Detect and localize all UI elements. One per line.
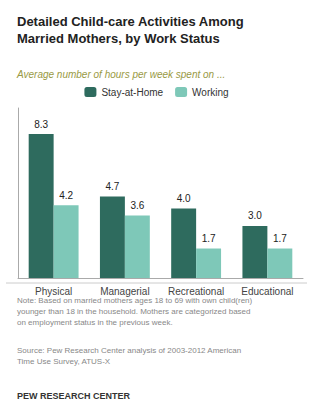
svg-text:Average number of hours per we: Average number of hours per week spent o… — [16, 69, 225, 80]
svg-text:Note: Based on married mothers: Note: Based on married mothers ages 18 t… — [17, 296, 253, 305]
svg-text:1.7: 1.7 — [202, 233, 216, 244]
svg-text:Managerial: Managerial — [100, 286, 149, 297]
svg-text:4.0: 4.0 — [177, 193, 191, 204]
svg-text:Source: Pew Research Center an: Source: Pew Research Center analysis of … — [17, 346, 241, 355]
svg-text:4.7: 4.7 — [105, 181, 119, 192]
svg-text:1.7: 1.7 — [273, 233, 287, 244]
svg-text:4.2: 4.2 — [59, 190, 73, 201]
svg-text:3.0: 3.0 — [248, 210, 262, 221]
svg-text:Married Mothers, by Work Statu: Married Mothers, by Work Status — [17, 31, 220, 46]
svg-text:Physical: Physical — [35, 286, 72, 297]
svg-text:8.3: 8.3 — [34, 119, 48, 130]
svg-text:Recreational: Recreational — [168, 286, 224, 297]
svg-text:Time Use Survey, ATUS-X: Time Use Survey, ATUS-X — [17, 357, 111, 366]
svg-text:3.6: 3.6 — [130, 200, 144, 211]
svg-text:PEW RESEARCH CENTER: PEW RESEARCH CENTER — [17, 391, 131, 401]
svg-text:Detailed Child-care Activities: Detailed Child-care Activities Among — [17, 14, 244, 29]
svg-text:Stay-at-Home: Stay-at-Home — [101, 87, 163, 98]
svg-text:Educational: Educational — [241, 286, 293, 297]
svg-text:Working: Working — [192, 87, 229, 98]
svg-text:younger than 18 in the househo: younger than 18 in the household. Mother… — [17, 307, 251, 316]
svg-text:on employment status in the pr: on employment status in the previous wee… — [17, 318, 173, 327]
